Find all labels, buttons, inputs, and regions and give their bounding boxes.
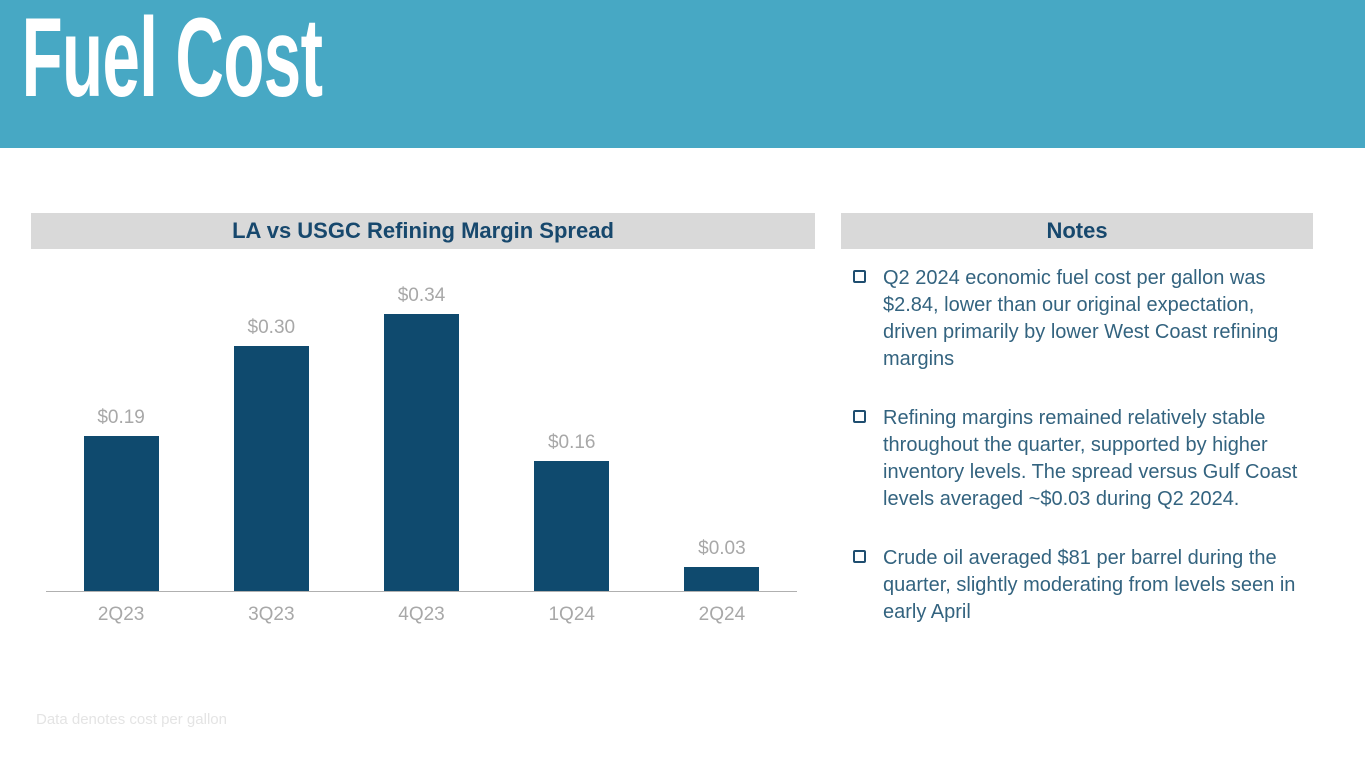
bar-value-label: $0.03 [698,538,746,559]
chart-title-bar: LA vs USGC Refining Margin Spread [31,213,815,249]
bar-value-label: $0.19 [97,407,145,428]
notes-title: Notes [1046,218,1108,243]
square-bullet-icon [853,550,866,563]
bar-value-label: $0.30 [247,317,296,338]
note-text: Crude oil averaged $81 per barrel during… [883,547,1296,623]
note-text: Refining margins remained relatively sta… [883,407,1298,510]
refining-margin-bar-chart: $0.19 $0.30 $0.34 $0.16 $0.03 [46,249,797,592]
square-bullet-icon [853,410,866,423]
note-item: Crude oil averaged $81 per barrel during… [853,545,1313,626]
x-axis-tick-label: 4Q23 [398,604,445,625]
bar-column-2Q24: $0.03 [647,538,797,591]
bar-3Q23 [233,346,309,591]
bar-column-1Q24: $0.16 [497,432,647,591]
footnote: Data denotes cost per gallon [36,711,227,728]
x-axis-tick-label: 3Q23 [248,604,295,625]
bar-1Q24 [534,461,610,591]
bar-4Q23 [384,314,459,591]
x-axis-tick-label: 2Q23 [97,604,145,625]
bar-2Q23 [83,436,159,591]
x-axis-tick-label: 1Q24 [548,604,595,625]
square-bullet-icon [853,270,866,283]
bar-value-label: $0.34 [397,285,446,306]
page-title: Fuel Cost [21,0,323,120]
chart-title: LA vs USGC Refining Margin Spread [232,218,614,243]
bar-value-label: $0.16 [547,432,596,453]
notes-list: Q2 2024 economic fuel cost per gallon wa… [841,265,1313,626]
note-item: Refining margins remained relatively sta… [853,405,1313,513]
x-axis-labels: 2Q23 3Q23 4Q23 1Q24 2Q24 [46,592,797,626]
header-banner: Fuel Cost [0,0,1365,148]
x-axis-tick-label: 2Q24 [698,604,746,625]
note-item: Q2 2024 economic fuel cost per gallon wa… [853,265,1313,373]
note-text: Q2 2024 economic fuel cost per gallon wa… [883,267,1279,370]
bar-column-3Q23: $0.30 [196,317,346,591]
notes-panel: Notes Q2 2024 economic fuel cost per gal… [841,213,1313,658]
bar-column-2Q23: $0.19 [46,407,196,591]
notes-title-bar: Notes [841,213,1313,249]
bar-column-4Q23: $0.34 [346,285,496,591]
bar-2Q24 [684,567,760,591]
chart-panel: LA vs USGC Refining Margin Spread $0.19 $… [31,213,815,626]
